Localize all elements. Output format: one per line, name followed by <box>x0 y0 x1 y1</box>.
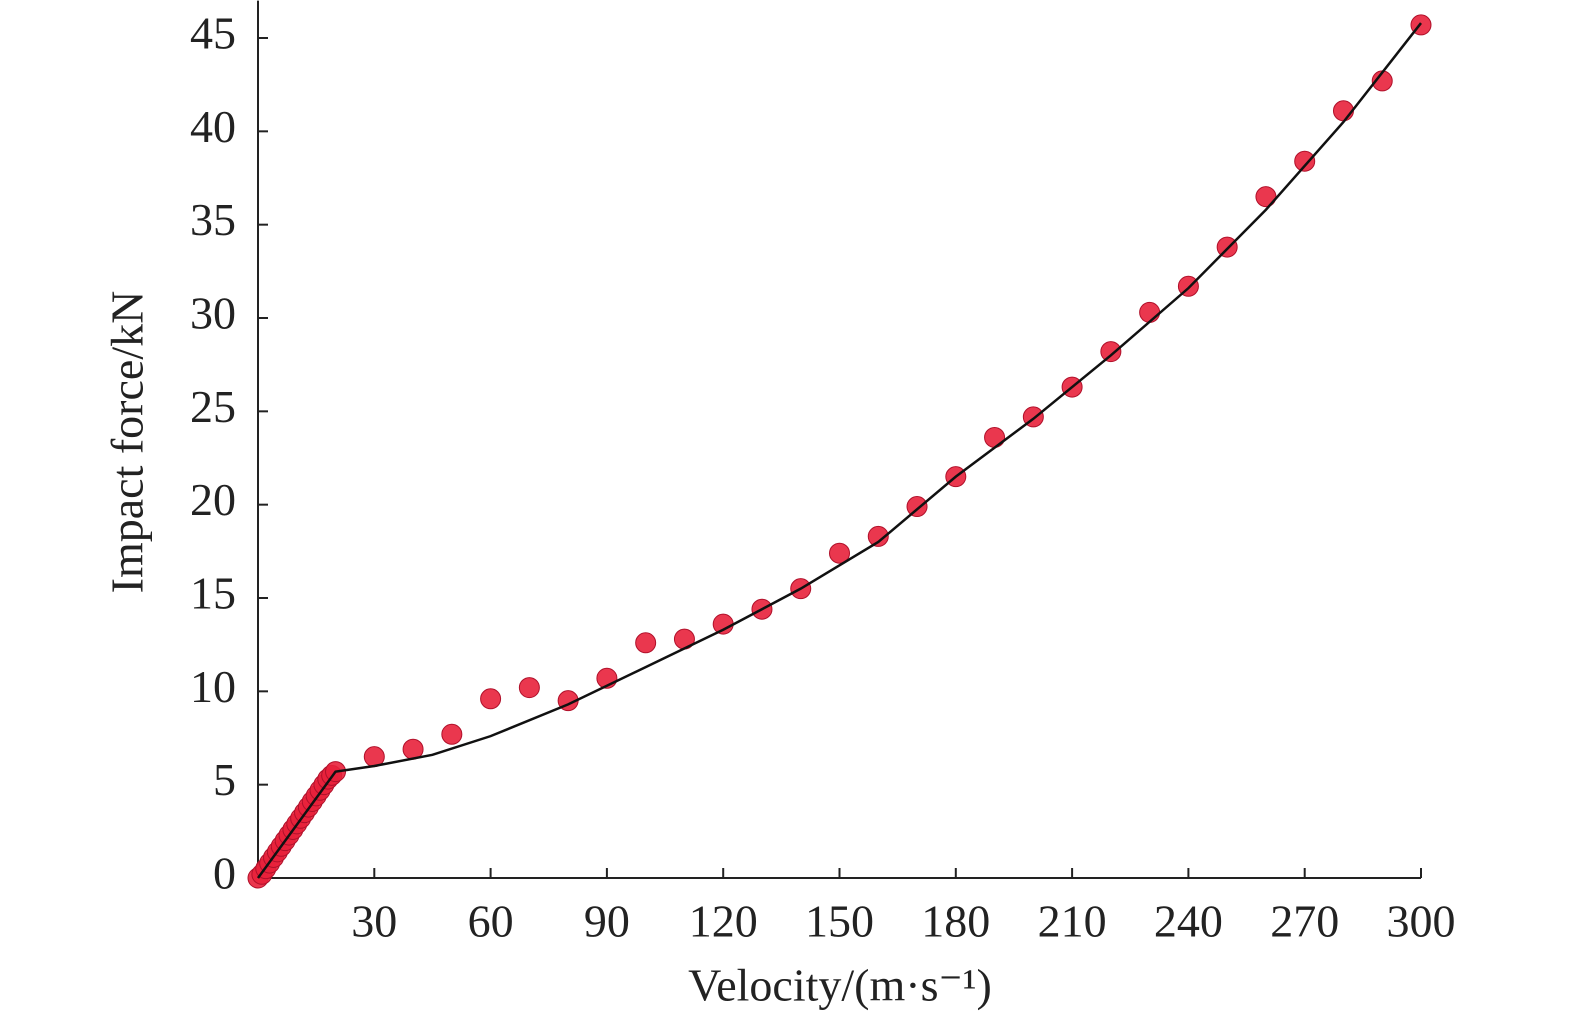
data-point <box>906 496 928 518</box>
x-tick-label: 150 <box>805 896 874 947</box>
x-tick-label: 30 <box>351 896 397 947</box>
x-tick-label: 180 <box>921 896 990 947</box>
x-tick-label: 240 <box>1154 896 1223 947</box>
data-point <box>480 688 502 710</box>
x-tick-label: 90 <box>584 896 630 947</box>
data-point <box>1332 100 1354 122</box>
y-tick-label: 15 <box>190 568 236 619</box>
x-tick-label: 270 <box>1270 896 1339 947</box>
data-point <box>1100 341 1122 363</box>
data-point <box>1139 301 1161 323</box>
x-tick-label: 210 <box>1038 896 1107 947</box>
data-point <box>712 613 734 635</box>
y-tick-label: 45 <box>190 8 236 59</box>
data-point <box>867 525 889 547</box>
fit-line <box>256 22 1422 879</box>
y-tick-label: 25 <box>190 381 236 432</box>
data-point <box>518 677 540 699</box>
data-point <box>1216 236 1238 258</box>
y-tick-label: 40 <box>190 101 236 152</box>
x-tick-label: 300 <box>1387 896 1456 947</box>
y-tick-label: 10 <box>190 661 236 712</box>
y-tick-label: 0 <box>213 848 236 899</box>
data-point <box>441 723 463 745</box>
x-axis-title: Velocity/(m·s⁻¹) <box>688 960 992 1011</box>
data-point <box>829 542 850 564</box>
x-tick-label: 60 <box>468 896 514 947</box>
y-axis-title: Impact force/kN <box>102 291 153 594</box>
y-tick-label: 35 <box>190 194 236 245</box>
y-tick-label: 20 <box>190 474 236 525</box>
data-point <box>635 632 657 654</box>
data-point <box>984 426 1006 448</box>
x-tick-label: 120 <box>689 896 758 947</box>
y-tick-label: 5 <box>213 754 236 805</box>
y-tick-label: 30 <box>190 288 236 339</box>
data-point <box>1294 150 1316 172</box>
